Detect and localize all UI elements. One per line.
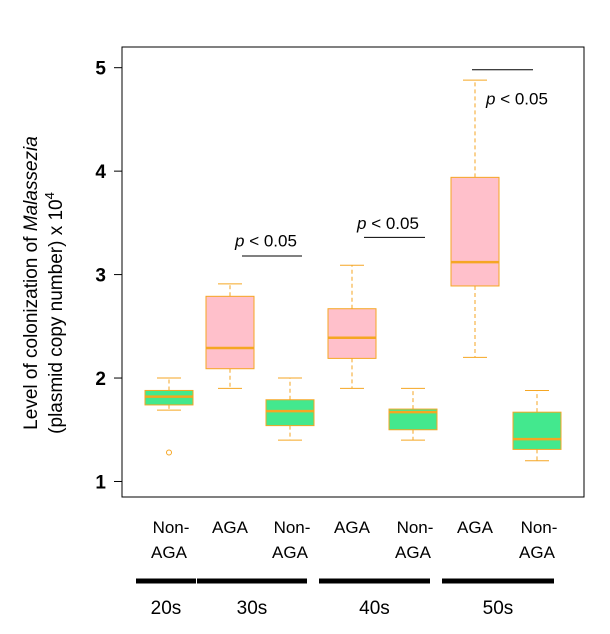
category-label-3-line2: AGA	[272, 543, 309, 562]
category-label-7-line1: Non-	[521, 518, 558, 537]
p-threshold: < 0.05	[495, 90, 547, 109]
y-axis: 1 2 3 4 5	[95, 59, 123, 493]
p-threshold: < 0.05	[244, 231, 296, 250]
age-group-label-30s: 30s	[237, 598, 268, 619]
y-tick-label-3: 3	[95, 266, 106, 287]
annotations-layer: p < 0.05p < 0.05p < 0.05	[234, 69, 548, 257]
box-1-non-aga	[144, 377, 194, 456]
category-label-4-line1: AGA	[334, 518, 371, 537]
p-symbol: p	[234, 231, 244, 250]
p-threshold: < 0.05	[366, 214, 418, 233]
box-3-non-aga	[265, 377, 315, 441]
p-symbol: p	[485, 90, 495, 109]
box-5-non-aga	[388, 387, 438, 441]
p-symbol: p	[356, 214, 366, 233]
y-tick-label-2: 2	[95, 369, 106, 390]
age-group-label-20s: 20s	[151, 598, 182, 619]
boxes-layer	[144, 79, 562, 462]
iqr-box	[512, 411, 562, 450]
category-label-7-line2: AGA	[519, 543, 556, 562]
y-tick-label-1: 1	[95, 472, 106, 493]
category-label-1-line2: AGA	[151, 543, 188, 562]
outlier-point	[166, 449, 172, 456]
iqr-box	[205, 295, 255, 370]
y-tick-label-5: 5	[95, 59, 106, 80]
category-label-5-line2: AGA	[395, 543, 432, 562]
box-6-aga	[450, 79, 500, 358]
category-label-5-line1: Non-	[397, 518, 434, 537]
iqr-box	[388, 408, 438, 431]
age-group-label-40s: 40s	[359, 598, 390, 619]
iqr-box	[265, 399, 315, 427]
y-axis-title-line2: (plasmid copy number) x 104	[42, 192, 67, 434]
p-value-label-1: p < 0.05	[234, 231, 297, 250]
category-label-2-line1: AGA	[212, 518, 249, 537]
y-tick-label-4: 4	[95, 162, 106, 183]
p-value-label-2: p < 0.05	[356, 214, 419, 233]
box-7-non-aga	[512, 389, 562, 462]
category-labels: Non- AGA AGA Non- AGA AGA Non- AGA AGA Non- AGA	[151, 518, 557, 562]
box-2-aga	[205, 283, 255, 389]
category-label-6-line1: AGA	[457, 518, 494, 537]
category-label-1-line1: Non-	[153, 518, 190, 537]
category-label-3-line1: Non-	[274, 518, 311, 537]
y-axis-title-line1: Level of colonization of Malassezia	[21, 136, 42, 430]
p-value-label-3: p < 0.05	[485, 90, 548, 109]
age-group-label-50s: 50s	[483, 598, 514, 619]
iqr-box	[327, 308, 377, 359]
box-4-aga	[327, 264, 377, 389]
age-group-labels: 20s 30s 40s 50s	[136, 578, 554, 619]
iqr-box	[450, 176, 500, 287]
